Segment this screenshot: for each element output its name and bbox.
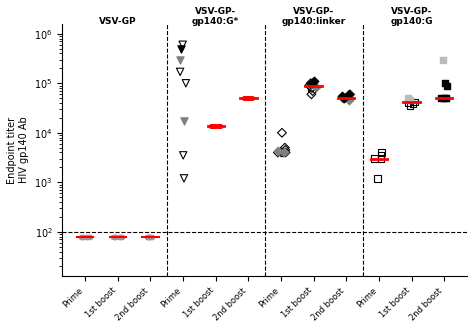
Point — [346, 91, 354, 97]
Point — [280, 150, 288, 155]
Point — [377, 153, 385, 158]
Point — [281, 145, 289, 150]
Point — [83, 234, 91, 239]
Point — [406, 98, 414, 103]
Point — [312, 84, 319, 89]
Point — [282, 150, 290, 155]
Point — [308, 86, 316, 91]
Point — [216, 123, 224, 128]
Point — [118, 234, 126, 239]
Point — [77, 234, 85, 239]
Point — [411, 99, 419, 105]
Point — [176, 69, 184, 74]
Point — [439, 57, 447, 62]
Point — [143, 234, 151, 239]
Point — [147, 234, 155, 239]
Point — [211, 123, 219, 128]
Point — [310, 79, 318, 84]
Point — [404, 100, 411, 106]
Point — [116, 234, 124, 239]
Point — [145, 234, 152, 239]
Point — [246, 95, 254, 101]
Point — [378, 150, 385, 155]
Point — [111, 234, 119, 239]
Point — [248, 95, 256, 101]
Point — [179, 42, 186, 47]
Point — [177, 46, 185, 51]
Point — [274, 149, 282, 154]
Point — [278, 150, 285, 155]
Point — [309, 81, 316, 86]
Point — [85, 234, 92, 239]
Point — [146, 234, 154, 239]
Point — [377, 156, 385, 161]
Point — [345, 95, 353, 101]
Point — [245, 95, 252, 101]
Point — [240, 95, 247, 101]
Point — [305, 83, 313, 88]
Point — [82, 234, 90, 239]
Point — [208, 123, 216, 128]
Point — [409, 101, 417, 107]
Point — [115, 234, 123, 239]
Point — [214, 123, 221, 128]
Text: VSV-GP-
gp140:linker: VSV-GP- gp140:linker — [282, 7, 346, 26]
Text: VSV-GP-
gp140:G*: VSV-GP- gp140:G* — [192, 7, 239, 26]
Point — [180, 176, 188, 181]
Point — [406, 103, 414, 109]
Point — [374, 176, 381, 181]
Point — [440, 95, 448, 101]
Y-axis label: Endpoint titer
HIV gp140 Ab: Endpoint titer HIV gp140 Ab — [7, 116, 28, 184]
Point — [111, 234, 118, 239]
Point — [210, 123, 218, 128]
Point — [338, 93, 346, 99]
Text: VSV-GP-
gp140:G: VSV-GP- gp140:G — [390, 7, 433, 26]
Point — [444, 83, 451, 88]
Point — [241, 95, 248, 101]
Point — [86, 234, 93, 239]
Point — [80, 234, 88, 239]
Point — [245, 95, 252, 101]
Point — [345, 91, 353, 97]
Point — [404, 95, 412, 101]
Point — [309, 88, 316, 93]
Point — [243, 95, 250, 101]
Point — [309, 82, 317, 87]
Point — [274, 150, 282, 155]
Point — [339, 95, 346, 101]
Point — [442, 95, 450, 101]
Point — [371, 156, 379, 161]
Point — [109, 234, 117, 239]
Point — [280, 150, 288, 155]
Point — [208, 123, 215, 128]
Point — [180, 153, 187, 158]
Point — [111, 234, 118, 239]
Point — [442, 81, 449, 86]
Point — [148, 234, 155, 239]
Point — [242, 95, 250, 101]
Point — [217, 123, 224, 128]
Point — [78, 234, 86, 239]
Point — [180, 119, 188, 124]
Point — [340, 95, 347, 101]
Point — [145, 234, 152, 239]
Point — [308, 91, 315, 97]
Point — [176, 57, 183, 62]
Point — [282, 147, 289, 153]
Point — [215, 123, 222, 128]
Point — [182, 81, 190, 86]
Text: VSV-GP: VSV-GP — [99, 17, 137, 26]
Point — [442, 95, 450, 101]
Point — [307, 81, 314, 86]
Point — [145, 234, 152, 239]
Point — [278, 130, 286, 136]
Point — [146, 234, 153, 239]
Point — [78, 234, 86, 239]
Point — [345, 98, 352, 103]
Point — [339, 95, 347, 101]
Point — [117, 234, 125, 239]
Point — [437, 95, 445, 101]
